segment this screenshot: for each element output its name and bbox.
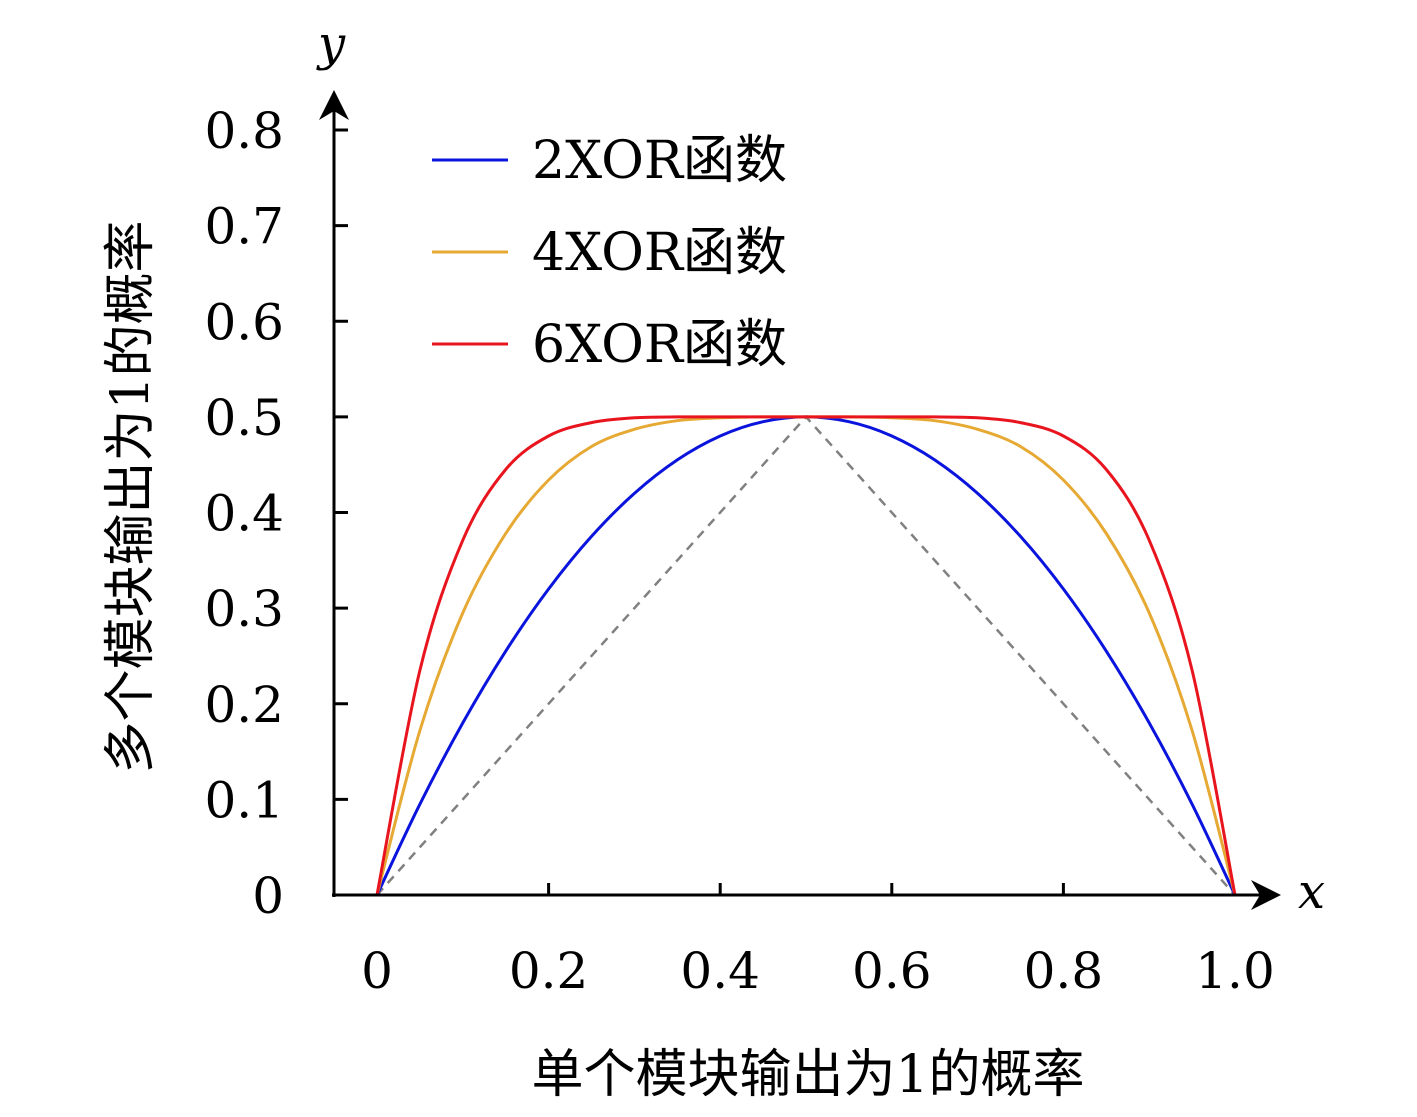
- y-tick-label: 0.7: [204, 198, 284, 256]
- x-tick-label: 0.6: [852, 942, 932, 1000]
- x-tick-label: 0.2: [509, 942, 589, 1000]
- x-tick-label: 0.4: [680, 942, 760, 1000]
- y-axis-variable: y: [316, 16, 346, 72]
- y-tick-label: 0.4: [204, 485, 284, 543]
- x-ticks: 0 0.2 0.4 0.6 0.8 1.0: [361, 883, 1275, 1000]
- y-tick-label: 0.3: [204, 580, 284, 638]
- y-tick-label: 0.8: [204, 102, 284, 160]
- legend-label: 2XOR函数: [532, 131, 787, 191]
- series-line: [375, 415, 1237, 896]
- y-tick-label: 0.5: [204, 389, 284, 447]
- x-axis-variable: x: [1298, 864, 1325, 920]
- reference-line: [376, 415, 1236, 896]
- y-tick-label: 0: [252, 867, 284, 925]
- legend-label: 4XOR函数: [532, 223, 787, 283]
- x-tick-label: 0: [361, 942, 393, 1000]
- x-axis-title: 单个模块输出为1的概率: [531, 1045, 1084, 1105]
- legend-label: 6XOR函数: [532, 315, 787, 375]
- x-tick-label: 1.0: [1195, 942, 1275, 1000]
- y-tick-label: 0.2: [204, 676, 284, 734]
- y-ticks: 0 0.1 0.2 0.3 0.4 0.5 0.6 0.7 0.8: [204, 102, 348, 925]
- series-line: [375, 415, 1237, 896]
- y-tick-label: 0.1: [204, 771, 284, 829]
- plot-area: [375, 415, 1237, 896]
- legend: 2XOR函数 4XOR函数 6XOR函数: [432, 131, 787, 375]
- x-tick-label: 0.8: [1024, 942, 1104, 1000]
- y-axis-title: 多个模块输出为1的概率: [101, 220, 161, 773]
- y-tick-label: 0.6: [204, 293, 284, 351]
- series-line: [375, 415, 1237, 896]
